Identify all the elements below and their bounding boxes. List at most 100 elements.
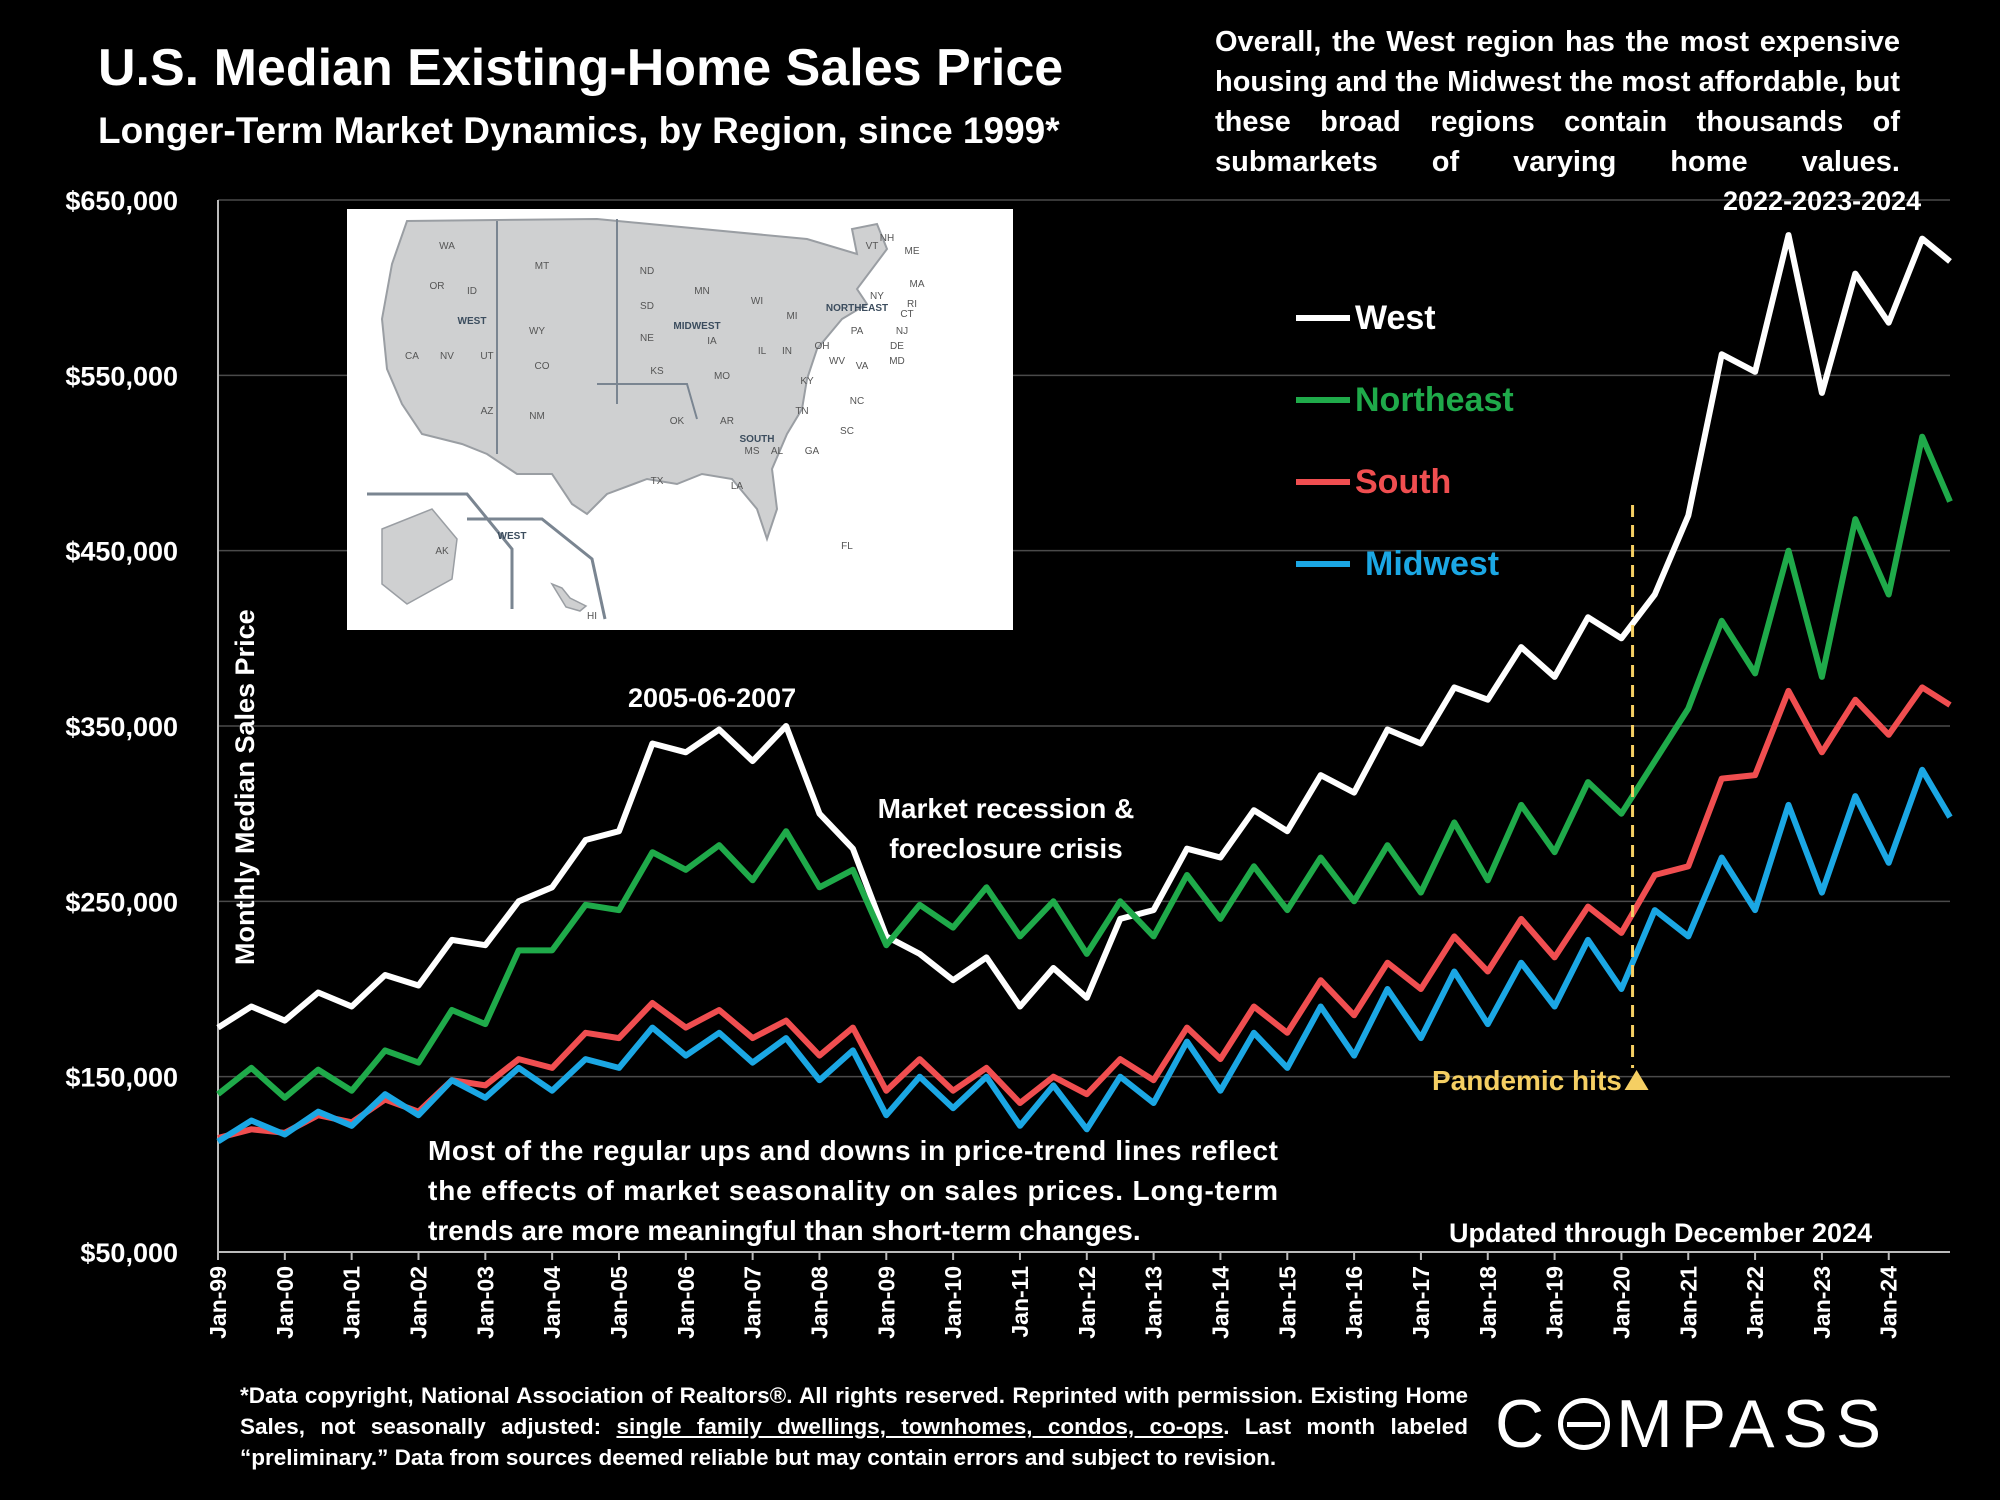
y-tick-label: $250,000 [65,887,178,917]
x-tick-label: Jan-24 [1876,1266,1902,1339]
chart-subtitle: Longer-Term Market Dynamics, by Region, … [98,110,1060,151]
y-axis-label: Monthly Median Sales Price [230,609,260,965]
state-label: OK [670,416,685,427]
state-label: KS [650,366,664,377]
alaska-shape [381,508,458,605]
state-label: TN [795,406,808,417]
legend-label-midwest: Midwest [1365,545,1499,583]
state-label: KY [800,376,814,387]
hawaii-shape [550,582,588,612]
state-label: WY [529,326,545,337]
us-region-map: WA OR ID MT WY CA NV UT CO AZ NM AK HI ND SD NE KS MN IA MO… [347,209,1013,630]
logo-ring-icon [1558,1398,1611,1450]
x-tick-label: Jan-23 [1809,1266,1835,1339]
state-label: AK [435,546,449,557]
state-label: NY [870,291,884,302]
legend-label-south: South [1355,463,1451,501]
state-label: RI [907,299,917,310]
state-label: IA [707,336,717,347]
pandemic-triangle-icon [1624,1070,1649,1090]
x-tick-label: Jan-12 [1074,1266,1100,1339]
x-tick-label: Jan-21 [1675,1266,1701,1339]
state-label: NH [880,233,894,244]
state-label: MO [714,371,730,382]
state-label: SC [840,426,854,437]
x-tick-label: Jan-04 [539,1266,565,1339]
region-label: NORTHEAST [826,303,888,314]
state-label: VA [856,361,869,372]
state-label: GA [805,446,820,457]
y-tick-label: $550,000 [65,361,178,391]
inset-borders [367,492,607,620]
overall-note: Overall, the West region has the most ex… [1215,26,1900,178]
logo-text-right: MPASS [1616,1386,1890,1462]
state-label: IN [782,346,792,357]
state-label: TX [651,476,664,487]
legend-label-west: West [1355,299,1436,337]
state-label: CO [535,361,550,372]
state-label: ME [905,246,920,257]
region-label: SOUTH [740,434,775,445]
pandemic-label: Pandemic hits [1432,1065,1622,1096]
state-label: AL [771,446,784,457]
state-label: MS [745,446,760,457]
annotation-seasonality-line2: the effects of market seasonality on sal… [428,1175,1278,1206]
state-label: AR [720,416,734,427]
annotation-seasonality-line3: trends are more meaningful than short-te… [428,1215,1141,1246]
annotation-peak-2005: 2005-06-2007 [628,683,796,713]
series-line-midwest [216,766,1953,1145]
x-tick-label: Jan-07 [740,1266,766,1339]
series-line-west [216,232,1952,1031]
x-tick-label: Jan-19 [1542,1266,1568,1339]
series-line-northeast [216,433,1953,1101]
state-label: ID [467,286,477,297]
state-label: WV [829,356,845,367]
x-tick-label: Jan-02 [405,1266,431,1339]
x-tick-label: Jan-10 [940,1266,966,1339]
state-label: MT [535,261,549,272]
x-tick-label: Jan-03 [472,1266,498,1339]
state-label: MD [889,356,905,367]
annotation-recession-line1: Market recession & [878,793,1135,824]
state-label: DE [890,341,904,352]
y-tick-label: $50,000 [80,1238,178,1268]
state-label: WA [439,241,455,252]
x-tick-label: Jan-99 [205,1266,231,1339]
annotation-recent-peak: 2022-2023-2024 [1723,186,1921,216]
y-tick-label: $350,000 [65,712,178,742]
state-label: FL [841,541,853,552]
state-label: MI [786,311,797,322]
state-label: SD [640,301,654,312]
x-tick-label: Jan-13 [1141,1266,1167,1339]
y-tick-label: $450,000 [65,537,178,567]
x-tick-label: Jan-18 [1475,1266,1501,1339]
x-tick-label: Jan-17 [1408,1266,1434,1339]
region-label: WEST [498,531,527,542]
state-label: UT [480,351,493,362]
x-tick-label: Jan-00 [272,1266,298,1339]
state-label: NE [640,333,654,344]
x-tick-label: Jan-01 [339,1266,365,1339]
state-label: VT [866,241,879,252]
region-label: MIDWEST [673,321,720,332]
annotation-updated: Updated through December 2024 [1449,1218,1872,1248]
state-label: NV [440,351,454,362]
x-tick-label: Jan-15 [1274,1266,1300,1339]
y-tick-label: $650,000 [65,186,178,216]
state-label: NM [529,411,545,422]
footnote-text-1: *Data copyright, National Association of… [240,1383,1468,1439]
footnote-underlined: single family dwellings, townhomes, cond… [616,1414,1224,1439]
state-label: NC [850,396,864,407]
state-label: PA [851,326,864,337]
x-tick-label: Jan-08 [806,1266,832,1339]
footnote: *Data copyright, National Association of… [240,1380,1468,1473]
state-label: HI [587,611,597,622]
compass-logo: C MPASS [1495,1385,1889,1463]
region-borders [496,219,698,454]
x-tick-label: Jan-20 [1608,1266,1634,1339]
annotation-recession-line2: foreclosure crisis [889,833,1122,864]
state-label: OH [815,341,830,352]
state-label: OR [430,281,445,292]
footnote-text-2: . Last month labeled “preliminary.” Data… [240,1414,1469,1470]
